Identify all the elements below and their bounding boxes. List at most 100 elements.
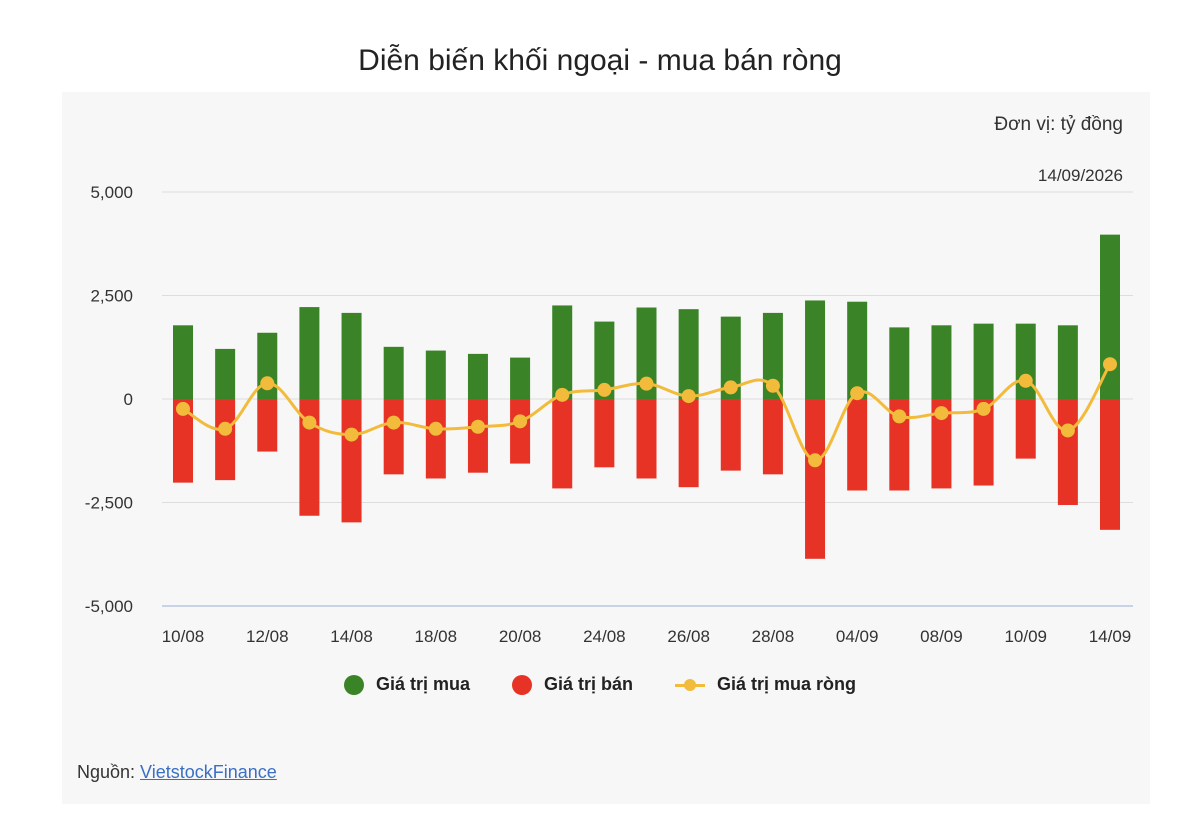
source-link[interactable]: VietstockFinance: [140, 762, 277, 782]
legend-item-net[interactable]: Giá trị mua ròng: [675, 674, 856, 695]
buy-bar: [594, 321, 615, 399]
legend-sell-label: Giá trị bán: [543, 674, 633, 694]
net-point: [218, 421, 233, 436]
buy-bar: [510, 357, 531, 399]
buy-bar: [215, 348, 236, 399]
buy-bar: [1057, 325, 1078, 399]
net-point: [934, 406, 949, 421]
net-point: [597, 382, 612, 397]
net-point: [386, 415, 401, 430]
legend-buy-marker: [343, 674, 364, 695]
legend-buy-label: Giá trị mua: [375, 674, 470, 694]
legend-item-buy[interactable]: Giá trị mua: [343, 674, 470, 695]
x-tick-label: 18/08: [415, 627, 458, 646]
net-point: [765, 378, 780, 393]
x-tick-label: 12/08: [246, 627, 289, 646]
sell-bar: [257, 399, 278, 452]
legend-sell-marker: [511, 674, 532, 695]
legend: Giá trị mua Giá trị bán Giá trị mua ròng: [0, 674, 1200, 695]
buy-bar: [341, 312, 362, 399]
source-label: Nguồn:: [77, 762, 141, 782]
sell-bar: [889, 399, 910, 491]
buy-bar: [299, 307, 320, 399]
buy-bar: [636, 307, 657, 399]
x-tick-label: 20/08: [499, 627, 542, 646]
sell-bar: [1015, 399, 1036, 459]
buy-bar: [1100, 234, 1120, 399]
buy-bar: [762, 312, 783, 399]
net-point: [302, 415, 317, 430]
sell-bar: [931, 399, 952, 489]
sell-bar: [425, 399, 446, 479]
net-point: [555, 387, 570, 402]
net-point: [470, 419, 485, 434]
net-point: [260, 376, 275, 391]
x-tick-label: 14/09: [1089, 627, 1132, 646]
net-point: [639, 376, 654, 391]
net-point: [892, 409, 907, 424]
legend-net-label: Giá trị mua ròng: [717, 674, 857, 694]
y-tick-label: 0: [124, 390, 133, 409]
buy-bar: [173, 325, 193, 399]
sell-bar: [678, 399, 699, 488]
y-tick-label: 2,500: [90, 287, 133, 306]
net-point: [176, 401, 190, 416]
net-point: [850, 386, 865, 401]
legend-net-marker: [675, 675, 705, 695]
x-tick-label: 28/08: [752, 627, 795, 646]
buy-bar: [552, 305, 573, 399]
sell-bar: [973, 399, 994, 486]
net-point: [1018, 373, 1033, 388]
net-point: [344, 427, 359, 442]
buy-bar: [720, 316, 741, 399]
y-tick-label: 5,000: [90, 183, 133, 202]
x-tick-label: 10/09: [1004, 627, 1047, 646]
y-tick-label: -2,500: [85, 494, 133, 513]
chart-title: Diễn biến khối ngoại - mua bán ròng: [358, 44, 842, 77]
sell-bar: [636, 399, 657, 479]
net-point: [513, 414, 528, 429]
sell-bar: [341, 399, 362, 523]
x-axis: 10/08 12/08 14/08 18/08 20/08 24/08 26/08 28/08…: [162, 627, 1132, 646]
buy-bar: [847, 301, 868, 399]
sell-bar: [383, 399, 404, 475]
x-tick-label: 24/08: [583, 627, 626, 646]
x-tick-label: 14/08: [330, 627, 373, 646]
sell-bar: [1057, 399, 1078, 505]
buy-bar: [678, 309, 699, 399]
unit-label: Đơn vị: tỷ đồng: [994, 114, 1123, 135]
x-tick-label: 04/09: [836, 627, 879, 646]
x-tick-label: 08/09: [920, 627, 963, 646]
sell-bar: [510, 399, 531, 464]
net-line: [176, 357, 1117, 468]
x-tick-label: 26/08: [667, 627, 710, 646]
buy-bar: [383, 346, 404, 399]
sell-bar: [299, 399, 320, 516]
sell-bar: [594, 399, 615, 468]
net-point: [428, 421, 443, 436]
sell-bar: [805, 399, 826, 559]
sell-bar: [762, 399, 783, 475]
net-point: [808, 453, 823, 468]
sell-bar: [847, 399, 868, 491]
sell-bar: [1100, 399, 1120, 530]
legend-item-sell[interactable]: Giá trị bán: [511, 674, 633, 695]
buy-bar: [467, 353, 488, 399]
net-point: [1103, 357, 1117, 372]
buy-bar: [805, 300, 826, 399]
net-point: [723, 380, 738, 395]
buy-bar: [425, 350, 446, 399]
source-note: Nguồn: VietstockFinance: [77, 762, 277, 783]
sell-bar: [552, 399, 573, 489]
sell-bar: [720, 399, 741, 471]
net-point: [1060, 423, 1075, 438]
date-label: 14/09/2026: [1037, 166, 1123, 185]
net-point: [976, 401, 991, 416]
sell-bar: [215, 399, 236, 481]
sell-bar: [467, 399, 488, 473]
x-tick-label: 10/08: [162, 627, 205, 646]
buy-bar: [931, 325, 952, 399]
y-tick-label: -5,000: [85, 597, 133, 616]
net-line-path: [182, 363, 1112, 462]
